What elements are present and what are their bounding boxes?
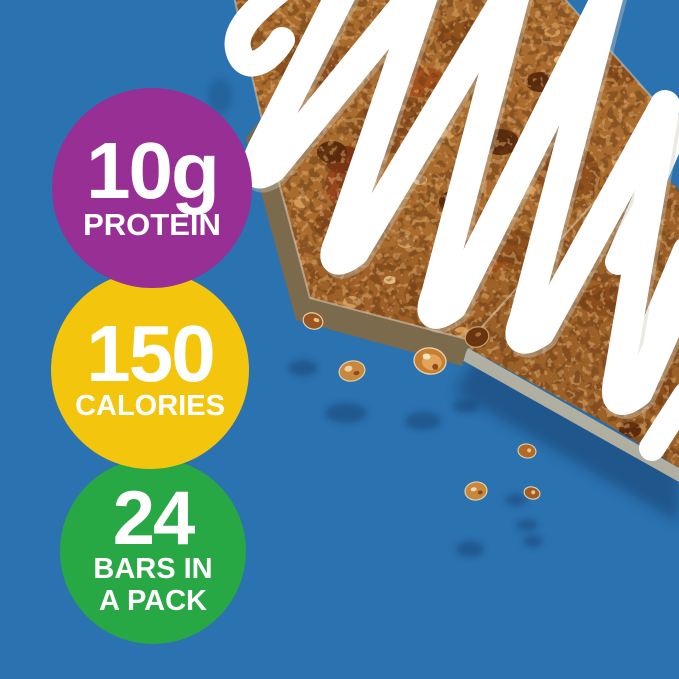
calories-label: CALORIES [75, 389, 225, 422]
crumb [523, 486, 541, 500]
crumbs [302, 312, 541, 501]
bar-shadow [208, 78, 679, 523]
crumb [302, 312, 324, 330]
pack-count-badge: 24 BARS IN A PACK [60, 458, 246, 644]
pack-count-label-line2: A PACK [99, 584, 207, 617]
calories-value: 150 [86, 309, 215, 399]
crumb [464, 326, 490, 348]
crumb [464, 481, 488, 501]
protein-label: PROTEIN [83, 206, 221, 242]
icing-drizzle [224, 0, 679, 419]
calories-badge: 150 CALORIES [51, 271, 249, 469]
crumb [338, 360, 366, 382]
granola-bar [224, 0, 679, 419]
crumb [413, 347, 447, 375]
protein-value: 10g [86, 126, 220, 216]
crumb-shadows [288, 360, 543, 557]
crumb [517, 443, 537, 459]
pack-count-label-line1: BARS IN [93, 553, 213, 586]
pack-count-value: 24 [112, 476, 196, 562]
protein-badge: 10g PROTEIN [52, 88, 252, 288]
